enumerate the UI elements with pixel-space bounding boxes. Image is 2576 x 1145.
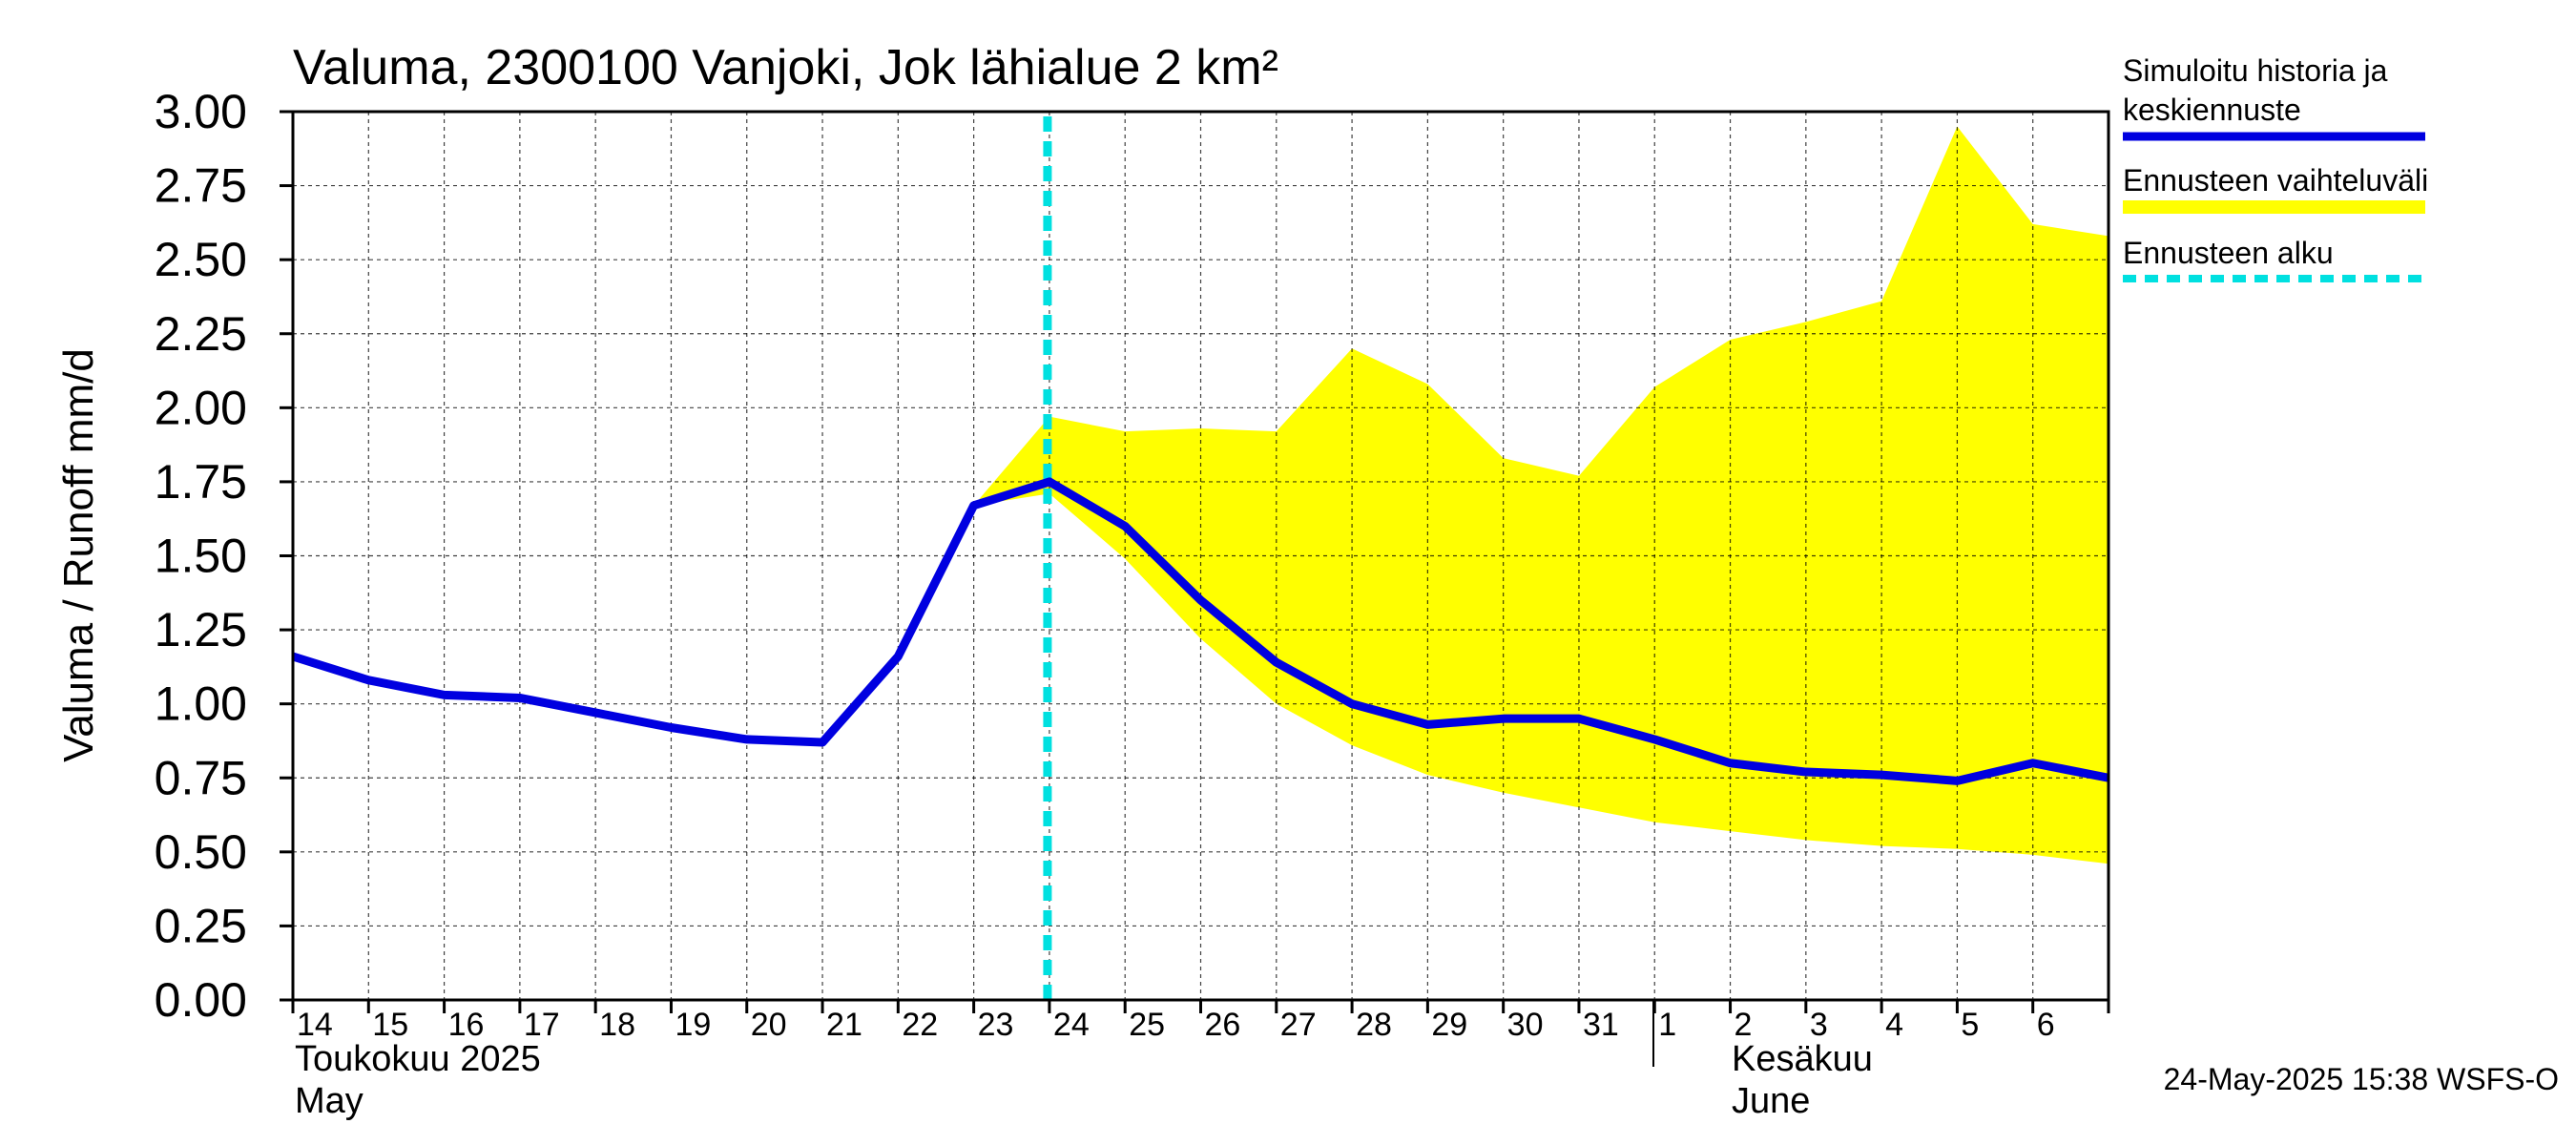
x-tick-label: 2 bbox=[1735, 1007, 1753, 1043]
y-tick-label: 2.75 bbox=[155, 159, 247, 213]
y-tick-label: 1.50 bbox=[155, 530, 247, 583]
y-tick-label: 0.75 bbox=[155, 751, 247, 804]
x-tick-label: 27 bbox=[1280, 1007, 1317, 1043]
grid-lines bbox=[293, 112, 2109, 1000]
legend-label-forecast-start: Ennusteen alku bbox=[2123, 236, 2334, 270]
legend: Simuloitu historia ja keskiennuste Ennus… bbox=[2123, 53, 2428, 282]
y-axis-label: Valuma / Runoff mm/d bbox=[55, 348, 102, 762]
y-tick-label: 2.25 bbox=[155, 307, 247, 361]
y-tick-label: 0.00 bbox=[155, 973, 247, 1027]
month-label-june-fi: Kesäkuu bbox=[1732, 1039, 1873, 1079]
y-tick-label: 3.00 bbox=[155, 85, 247, 138]
forecast-range-area bbox=[973, 126, 2109, 864]
x-tick-label: 31 bbox=[1583, 1007, 1619, 1043]
x-tick-label: 19 bbox=[675, 1007, 711, 1043]
y-tick-label: 2.50 bbox=[155, 233, 247, 286]
x-tick-label: 21 bbox=[826, 1007, 862, 1043]
month-label-may-fi: Toukokuu 2025 bbox=[295, 1039, 541, 1079]
x-tick-label: 30 bbox=[1507, 1007, 1544, 1043]
x-tick-label: 6 bbox=[2037, 1007, 2055, 1043]
series-lines bbox=[291, 477, 2109, 785]
chart-title: Valuma, 2300100 Vanjoki, Jok lähialue 2 … bbox=[293, 40, 1278, 95]
forecast-range-band bbox=[973, 126, 2109, 864]
x-tick-label: 25 bbox=[1129, 1007, 1165, 1043]
x-tick-label: 20 bbox=[751, 1007, 787, 1043]
x-tick-label: 5 bbox=[1961, 1007, 1979, 1043]
y-tick-label: 2.00 bbox=[155, 381, 247, 434]
legend-label-range: Ennusteen vaihteluväli bbox=[2123, 163, 2428, 198]
y-tick-label: 1.00 bbox=[155, 677, 247, 731]
x-tick-label: 14 bbox=[297, 1007, 333, 1043]
x-tick-label: 3 bbox=[1810, 1007, 1828, 1043]
axes: 0.00 0.25 0.50 0.75 1.00 1.25 1.50 1.75 2.00 2.25… bbox=[155, 85, 2110, 1043]
y-tick-label: 1.75 bbox=[155, 455, 247, 509]
legend-label-mean-line1: Simuloitu historia ja bbox=[2123, 53, 2388, 88]
month-label-june-en: June bbox=[1732, 1081, 1810, 1121]
x-tick-label: 29 bbox=[1431, 1007, 1467, 1043]
x-tick-label: 28 bbox=[1356, 1007, 1392, 1043]
x-tick-label: 1 bbox=[1658, 1007, 1676, 1043]
legend-label-mean-line2: keskiennuste bbox=[2123, 93, 2301, 127]
x-tick-label: 15 bbox=[372, 1007, 408, 1043]
x-tick-label: 24 bbox=[1053, 1007, 1090, 1043]
y-tick-label: 0.25 bbox=[155, 899, 247, 952]
y-tick-label: 1.25 bbox=[155, 603, 247, 656]
x-tick-label: 22 bbox=[902, 1007, 938, 1043]
timestamp: 24-May-2025 15:38 WSFS-O bbox=[2164, 1062, 2559, 1096]
x-tick-label: 26 bbox=[1205, 1007, 1241, 1043]
series-line-mean bbox=[291, 477, 2109, 785]
x-tick-label: 16 bbox=[448, 1007, 485, 1043]
x-tick-label: 18 bbox=[599, 1007, 635, 1043]
x-tick-label: 23 bbox=[978, 1007, 1014, 1043]
month-label-may-en: May bbox=[295, 1081, 364, 1121]
y-tick-label: 0.50 bbox=[155, 825, 247, 879]
x-tick-label: 4 bbox=[1885, 1007, 1903, 1043]
x-tick-label: 17 bbox=[524, 1007, 560, 1043]
